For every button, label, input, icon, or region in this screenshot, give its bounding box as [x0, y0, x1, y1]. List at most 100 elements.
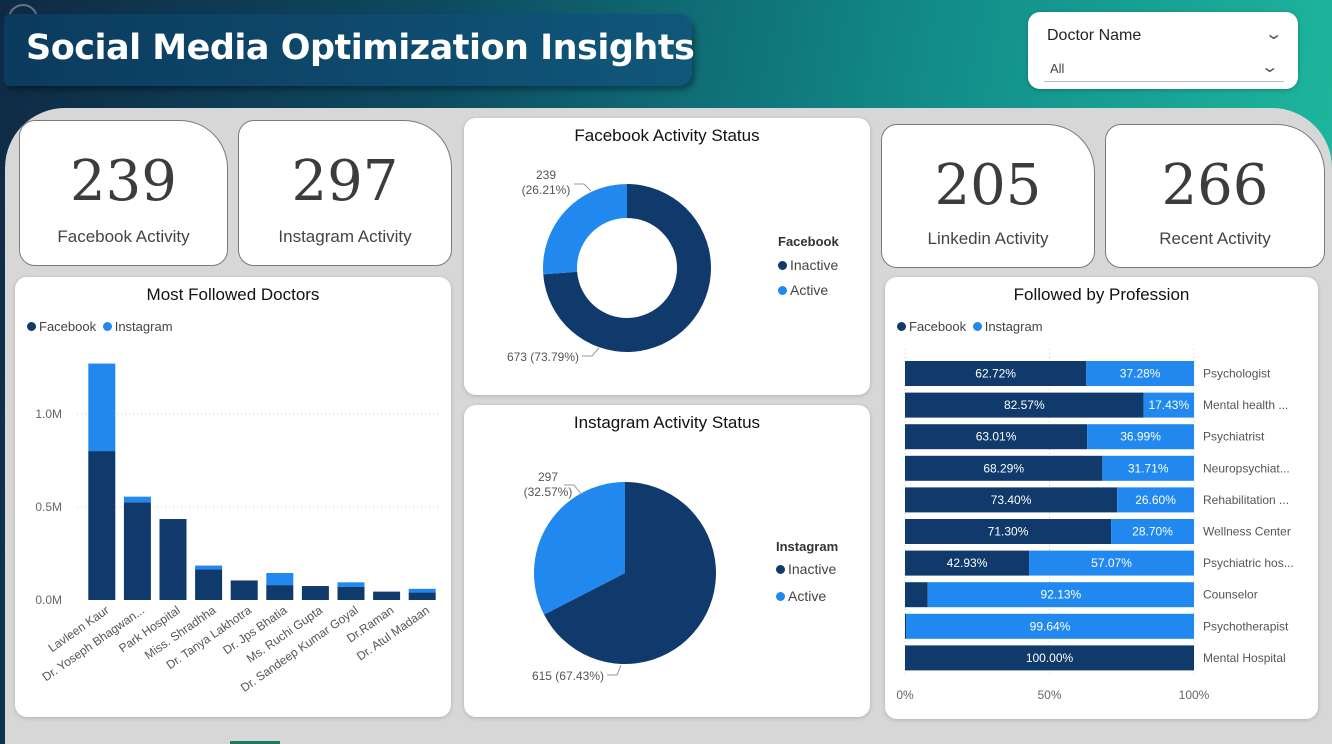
bar-segment: [123, 502, 151, 600]
bar-segment: [408, 588, 436, 593]
doctor-name-dropdown[interactable]: All ⌄: [1044, 56, 1284, 82]
data-label: 297: [538, 470, 558, 484]
data-label: 615 (67.43%): [532, 669, 604, 683]
data-label: 28.70%: [1132, 525, 1173, 539]
data-label: 36.99%: [1120, 430, 1161, 444]
chart-title: Followed by Profession: [1013, 285, 1190, 304]
legend-item-inactive: Inactive: [776, 561, 836, 577]
facebook-status-panel: Facebook Activity Status 673 (73.79%) 239…: [464, 118, 870, 395]
most-followed-panel: Most Followed Doctors Facebook Instagram…: [15, 277, 451, 717]
x-tick-label: 50%: [1037, 688, 1061, 702]
kpi-label: Facebook Activity: [57, 227, 190, 246]
y-tick-label: Rehabilitation ...: [1203, 493, 1289, 507]
data-label: 82.57%: [1004, 398, 1045, 412]
kpi-value: 239: [70, 149, 177, 214]
data-label: 42.93%: [947, 556, 988, 570]
instagram-status-panel: Instagram Activity Status 615 (67.43%) 29…: [464, 405, 870, 717]
bar-segment: [337, 586, 365, 600]
bar-segment: [905, 392, 1144, 418]
chart-legend: Facebook Instagram: [897, 319, 1043, 334]
kpi-label: Instagram Activity: [278, 227, 412, 246]
data-label: 92.13%: [1041, 588, 1082, 602]
y-tick-label: 0.5M: [35, 500, 62, 514]
kpi-value: 266: [1161, 153, 1269, 218]
data-label: 31.71%: [1128, 461, 1169, 475]
x-tick-label: 100%: [1179, 688, 1210, 702]
title-banner: Social Media Optimization Insights: [4, 14, 695, 86]
bar-segment: [905, 645, 1194, 671]
bar-segment: [123, 496, 151, 503]
chart-legend: Facebook Instagram: [27, 319, 173, 334]
kpi-value: 205: [934, 153, 1042, 218]
data-label: 239: [536, 168, 556, 182]
dropdown-chevron-icon[interactable]: ⌄: [1259, 59, 1279, 76]
legend-dot-instagram: [972, 322, 982, 331]
pie-slice: [543, 184, 627, 275]
data-label: 37.28%: [1120, 367, 1161, 381]
y-tick-label: Wellness Center: [1203, 525, 1291, 539]
bar-segment: [195, 569, 223, 600]
chevron-down-icon[interactable]: ⌄: [1263, 26, 1283, 43]
data-label: 99.64%: [1030, 619, 1071, 633]
legend-label: Facebook: [909, 319, 967, 334]
bar-segment: [159, 519, 187, 600]
legend-item-inactive: Inactive: [778, 257, 838, 273]
bar-segment: [1102, 455, 1194, 481]
bar-segment: [1111, 519, 1194, 544]
bar-segment: [266, 585, 294, 600]
doctor-name-slicer[interactable]: Doctor Name ⌄ All ⌄: [1028, 12, 1298, 89]
y-tick-label: Neuropsychiat...: [1203, 461, 1290, 475]
data-label: 26.60%: [1135, 493, 1176, 507]
page-title: Social Media Optimization Insights: [26, 28, 695, 68]
data-label: 62.72%: [975, 367, 1016, 381]
pie-slice: [544, 482, 716, 664]
data-label: 100.00%: [1026, 651, 1074, 665]
profession-panel: Followed by Profession Facebook Instagra…: [885, 277, 1318, 719]
legend-label: Facebook: [39, 319, 97, 334]
legend-label: Instagram: [984, 319, 1043, 334]
legend-item-active: Active: [778, 282, 828, 298]
legend-label: Active: [790, 282, 829, 298]
y-tick-label: Psychiatric hos...: [1203, 556, 1294, 570]
bar-segment: [230, 580, 258, 600]
legend-dot: [778, 261, 787, 270]
legend-dot: [776, 565, 785, 574]
instagram-pie-chart: 615 (67.43%) 297(32.57%): [524, 470, 716, 683]
y-tick-label: Psychotherapist: [1203, 619, 1289, 633]
bar-segment: [905, 519, 1112, 544]
data-label: 71.30%: [988, 525, 1029, 539]
slicer-label: Doctor Name: [1047, 27, 1142, 44]
bar-segment: [905, 582, 928, 608]
leader-line: [607, 664, 622, 676]
legend-dot-instagram: [102, 322, 112, 331]
bar-segment: [88, 363, 116, 452]
legend-dot-facebook: [27, 322, 36, 331]
y-tick-label: Psychologist: [1203, 367, 1271, 381]
kpi-card-recent: 266 Recent Activity: [1105, 124, 1325, 268]
legend-title: Facebook: [778, 234, 839, 249]
y-tick-label: Psychiatrist: [1203, 430, 1265, 444]
bar-segment: [906, 613, 1194, 639]
legend-label: Inactive: [790, 257, 839, 273]
bar-segment: [266, 573, 294, 586]
pie-slice: [534, 482, 625, 615]
data-label: 63.01%: [976, 430, 1017, 444]
data-label: (26.21%): [522, 183, 571, 197]
page-tab-indicator[interactable]: [230, 741, 280, 744]
bar-segment: [1086, 361, 1194, 386]
legend-label: Active: [788, 588, 827, 604]
profession-chart: 0% 50% 100% 62.72% 37.28% Psychologist 82.57% 1…: [896, 349, 1294, 702]
kpi-card-facebook: 239 Facebook Activity: [19, 120, 228, 266]
legend-label: Inactive: [788, 561, 837, 577]
kpi-card-linkedin: 205 Linkedin Activity: [881, 124, 1095, 268]
legend-item-active: Active: [776, 588, 826, 604]
bar-segment: [1029, 550, 1194, 576]
kpi-label: Recent Activity: [1159, 229, 1271, 248]
legend-dot-facebook: [897, 322, 906, 331]
legend-dot: [778, 286, 787, 295]
kpi-label: Linkedin Activity: [927, 229, 1049, 248]
chart-title: Facebook Activity Status: [574, 126, 760, 145]
bar-segment: [905, 487, 1118, 513]
bar-segment: [301, 586, 329, 600]
